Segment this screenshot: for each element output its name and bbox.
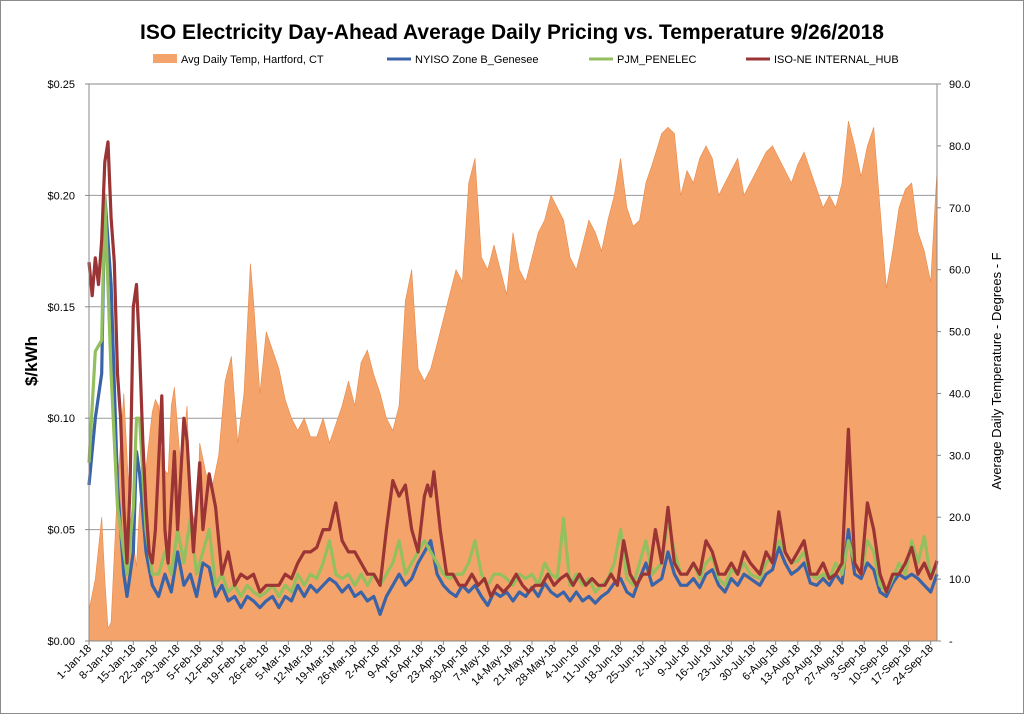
y2-tick-label: 60.0 [949, 265, 970, 277]
y-tick-label: $0.20 [47, 190, 75, 202]
y2-tick-label: 10.0 [949, 574, 970, 586]
y-tick-label: $0.15 [47, 302, 75, 314]
legend-label: NYISO Zone B_Genesee [415, 54, 539, 66]
y2-tick-label: 90.0 [949, 79, 970, 91]
y2-tick-label: - [949, 636, 953, 648]
y-tick-label: $0.05 [47, 525, 75, 537]
y2-tick-label: 40.0 [949, 388, 970, 400]
legend: Avg Daily Temp, Hartford, CT NYISO Zone B… [153, 54, 899, 66]
series-line-pjm-penelec [87, 193, 939, 599]
legend-swatch [153, 54, 177, 63]
y2-tick-label: 20.0 [949, 512, 970, 524]
y-axis-title: $/kWh [22, 336, 41, 386]
legend-label: ISO-NE INTERNAL_HUB [774, 54, 899, 66]
y2-tick-label: 30.0 [949, 450, 970, 462]
y2-tick-label: 70.0 [949, 203, 970, 215]
y-tick-label: $0.25 [47, 79, 75, 91]
legend-label: PJM_PENELEC [617, 54, 697, 66]
chart-title: ISO Electricity Day-Ahead Average Daily … [140, 21, 884, 44]
series-line-iso-ne-internal-hub [87, 140, 939, 599]
y2-tick-label: 80.0 [949, 141, 970, 153]
plot-area: $0.00 $0.05 $0.10 $0.15 $0.20 $0.25 - 10.0 20.0 3… [47, 79, 970, 688]
y2-axis-title: Average Daily Temperature - Degrees - F [989, 252, 1004, 489]
legend-label: Avg Daily Temp, Hartford, CT [181, 54, 324, 66]
series-line-nyiso-zone-b-genesee [87, 193, 939, 616]
y-tick-label: $0.00 [47, 636, 75, 648]
y-tick-label: $0.10 [47, 413, 75, 425]
y2-tick-label: 50.0 [949, 327, 970, 339]
